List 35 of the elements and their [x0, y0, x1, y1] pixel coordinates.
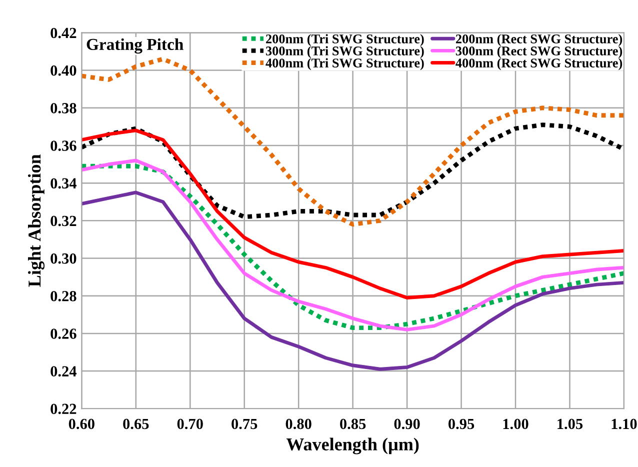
y-tick-label: 0.22	[50, 404, 76, 414]
line-series	[82, 190, 624, 371]
legend-label: 200nm (Rect SWG Structure)	[456, 34, 622, 46]
y-tick-label: 0.30	[50, 253, 76, 264]
x-tick-label: 0.95	[448, 418, 474, 430]
legend-title: Grating Pitch	[86, 38, 184, 54]
y-tick-label: 0.32	[50, 216, 76, 226]
x-tick-label: 0.70	[177, 418, 203, 430]
x-axis-title: Wavelength (µm)	[286, 438, 419, 454]
y-tick-label: 0.40	[50, 65, 76, 76]
legend-label: 200nm (Tri SWG Structure)	[266, 34, 424, 46]
y-tick-label: 0.38	[50, 103, 76, 114]
line-series	[82, 56, 624, 227]
y-tick-label: 0.42	[50, 28, 76, 38]
x-tick-label: 0.60	[68, 418, 94, 430]
x-tick-label: 0.90	[394, 418, 420, 430]
legend-label: 300nm (Tri SWG Structure)	[266, 46, 424, 58]
x-tick-label: 0.75	[232, 418, 258, 430]
line-series	[82, 122, 624, 220]
legend-label: 400nm (Tri SWG Structure)	[266, 58, 424, 70]
y-tick-label: 0.34	[50, 178, 77, 189]
y-axis-title: Light Absorption	[28, 154, 45, 287]
y-tick-label: 0.28	[50, 290, 76, 302]
x-tick-label: 0.65	[123, 418, 149, 430]
y-tick-label: 0.36	[50, 140, 76, 151]
y-tick-label: 0.26	[50, 328, 76, 339]
line-series	[82, 128, 624, 300]
legend-label: 300nm (Rect SWG Structure)	[456, 46, 622, 58]
x-tick-label: 1.05	[558, 418, 583, 430]
x-tick-label: 0.80	[286, 418, 312, 430]
y-tick-label: 0.24	[50, 366, 77, 377]
x-tick-label: 0.85	[340, 418, 366, 430]
legend-label: 400nm (Rect SWG Structure)	[456, 58, 622, 70]
x-tick-label: 1.00	[503, 418, 528, 430]
x-tick-label: 1.10	[612, 418, 637, 430]
